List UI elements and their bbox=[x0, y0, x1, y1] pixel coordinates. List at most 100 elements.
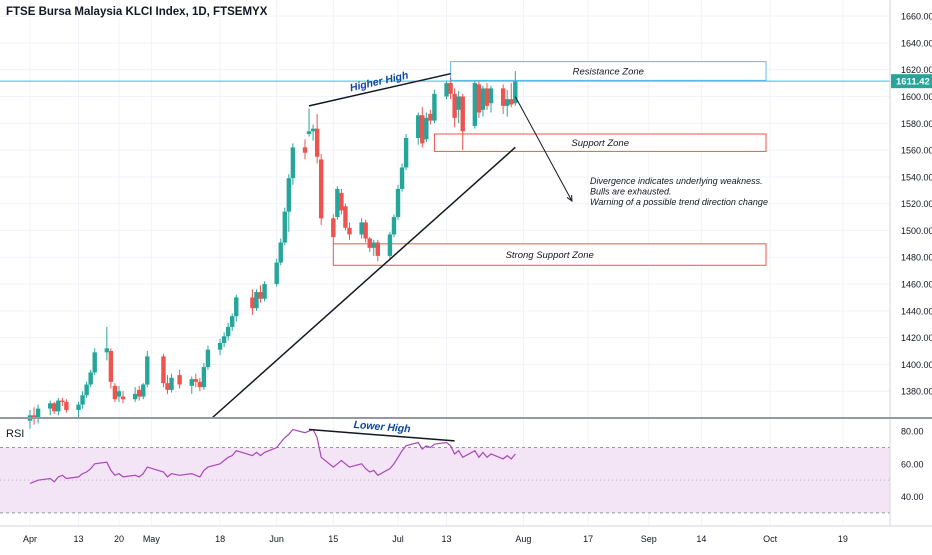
candle[interactable] bbox=[452, 88, 457, 128]
candle[interactable] bbox=[505, 89, 510, 117]
candle[interactable] bbox=[318, 154, 324, 226]
uptrend-trendline[interactable] bbox=[211, 146, 516, 419]
candle[interactable] bbox=[177, 369, 182, 389]
higher-high-trendline[interactable] bbox=[308, 72, 451, 107]
candle[interactable] bbox=[428, 109, 433, 125]
candle[interactable] bbox=[302, 139, 308, 160]
candle[interactable] bbox=[169, 373, 174, 393]
candle[interactable] bbox=[254, 289, 259, 311]
candle[interactable] bbox=[217, 338, 223, 356]
candle[interactable] bbox=[314, 113, 320, 164]
candle[interactable] bbox=[509, 83, 514, 108]
candle[interactable] bbox=[141, 383, 146, 400]
candle[interactable] bbox=[500, 84, 506, 114]
candle[interactable] bbox=[225, 322, 231, 341]
candle[interactable] bbox=[250, 289, 255, 315]
candle[interactable] bbox=[367, 237, 372, 252]
candle[interactable] bbox=[27, 409, 33, 429]
candle[interactable] bbox=[488, 85, 494, 113]
candle[interactable] bbox=[420, 107, 425, 148]
candle[interactable] bbox=[339, 188, 344, 215]
candle-body bbox=[221, 336, 227, 343]
resistance-zone[interactable] bbox=[450, 61, 767, 81]
candle-body bbox=[31, 415, 37, 418]
candle[interactable] bbox=[201, 363, 207, 390]
support-zone[interactable] bbox=[332, 243, 767, 266]
candle[interactable] bbox=[363, 219, 368, 243]
candle[interactable] bbox=[472, 80, 478, 129]
candle[interactable] bbox=[359, 218, 364, 239]
candle[interactable] bbox=[274, 258, 279, 287]
candle[interactable] bbox=[456, 91, 461, 124]
candle[interactable] bbox=[108, 348, 114, 389]
candle[interactable] bbox=[416, 112, 421, 145]
candle[interactable] bbox=[403, 133, 409, 171]
candle[interactable] bbox=[278, 238, 283, 266]
candle[interactable] bbox=[335, 186, 340, 220]
candle[interactable] bbox=[460, 93, 465, 151]
candle[interactable] bbox=[48, 400, 53, 416]
candle[interactable] bbox=[391, 214, 397, 238]
candle[interactable] bbox=[35, 404, 41, 424]
candle[interactable] bbox=[205, 345, 211, 370]
candle[interactable] bbox=[116, 385, 122, 402]
candle[interactable] bbox=[92, 348, 97, 376]
candle[interactable] bbox=[282, 207, 287, 246]
candle[interactable] bbox=[31, 407, 37, 425]
candle[interactable] bbox=[290, 143, 296, 185]
candle[interactable] bbox=[444, 80, 449, 100]
candle[interactable] bbox=[286, 174, 292, 232]
price-tick-label: 1520.00 bbox=[901, 199, 932, 209]
candle[interactable] bbox=[60, 397, 65, 406]
candle[interactable] bbox=[480, 85, 486, 117]
candle[interactable] bbox=[76, 401, 81, 418]
candle[interactable] bbox=[221, 332, 227, 347]
candle[interactable] bbox=[234, 294, 239, 322]
candle[interactable] bbox=[484, 83, 490, 110]
candle[interactable] bbox=[310, 124, 316, 141]
candle[interactable] bbox=[306, 108, 312, 137]
support-zone[interactable] bbox=[433, 133, 767, 152]
candle[interactable] bbox=[88, 369, 93, 388]
candle[interactable] bbox=[136, 385, 142, 401]
candle[interactable] bbox=[112, 383, 118, 402]
candle[interactable] bbox=[197, 377, 203, 392]
candle[interactable] bbox=[347, 222, 352, 240]
candle[interactable] bbox=[513, 71, 518, 106]
candle-body bbox=[488, 88, 494, 104]
candle[interactable] bbox=[262, 281, 267, 302]
candle[interactable] bbox=[64, 399, 69, 413]
lower-high-trendline[interactable] bbox=[308, 428, 455, 442]
candle[interactable] bbox=[343, 203, 348, 231]
candle[interactable] bbox=[84, 381, 89, 398]
rsi-line[interactable] bbox=[29, 428, 516, 485]
candle[interactable] bbox=[80, 391, 85, 409]
candle-body bbox=[480, 88, 486, 110]
candle[interactable] bbox=[387, 231, 393, 259]
candle[interactable] bbox=[399, 163, 405, 192]
candle[interactable] bbox=[375, 239, 380, 262]
candle[interactable] bbox=[165, 375, 170, 394]
time-tick-label: 13 bbox=[442, 534, 452, 544]
candle[interactable] bbox=[189, 376, 194, 394]
candle[interactable] bbox=[258, 285, 263, 303]
price-tick-label: 1400.00 bbox=[901, 360, 932, 370]
candle[interactable] bbox=[145, 351, 150, 388]
candle[interactable] bbox=[424, 112, 429, 143]
candle[interactable] bbox=[56, 397, 61, 416]
candle[interactable] bbox=[432, 89, 437, 124]
candle[interactable] bbox=[476, 80, 482, 118]
candle[interactable] bbox=[395, 184, 401, 220]
candle[interactable] bbox=[193, 373, 199, 388]
candle[interactable] bbox=[331, 214, 336, 244]
candle[interactable] bbox=[132, 387, 138, 402]
candle[interactable] bbox=[120, 391, 126, 404]
candle[interactable] bbox=[104, 326, 110, 361]
candle[interactable] bbox=[371, 239, 376, 256]
candle[interactable] bbox=[52, 401, 57, 414]
candle[interactable] bbox=[161, 353, 166, 388]
candle[interactable] bbox=[230, 313, 235, 331]
